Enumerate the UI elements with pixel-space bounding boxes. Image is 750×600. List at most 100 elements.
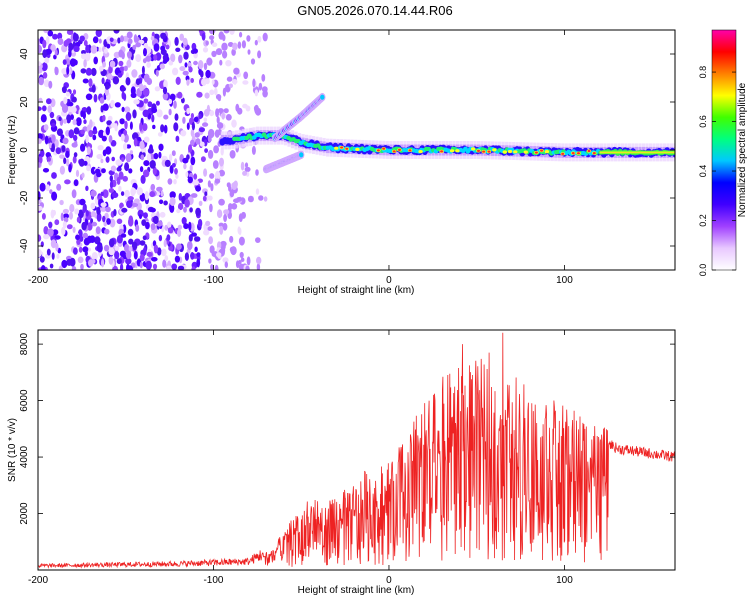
noise-speckle bbox=[62, 118, 68, 124]
noise-speckle bbox=[42, 39, 47, 49]
noise-speckle bbox=[122, 175, 128, 182]
noise-speckle bbox=[45, 184, 50, 192]
noise-speckle bbox=[229, 30, 235, 35]
noise-speckle bbox=[139, 261, 143, 269]
noise-speckle bbox=[150, 183, 156, 191]
noise-speckle bbox=[71, 96, 77, 103]
noise-speckle bbox=[61, 226, 66, 236]
noise-speckle bbox=[83, 59, 87, 68]
noise-speckle bbox=[139, 140, 145, 150]
carrier-hotspot bbox=[376, 149, 380, 152]
noise-speckle bbox=[190, 139, 195, 146]
noise-speckle bbox=[242, 80, 249, 85]
noise-speckle bbox=[175, 47, 181, 52]
noise-speckle bbox=[220, 147, 224, 156]
noise-speckle bbox=[143, 73, 150, 83]
carrier-hotspot bbox=[571, 152, 575, 155]
noise-speckle bbox=[76, 216, 81, 223]
noise-speckle bbox=[262, 32, 268, 42]
noise-speckle bbox=[258, 195, 264, 201]
noise-speckle bbox=[102, 103, 109, 111]
noise-speckle bbox=[142, 36, 148, 43]
noise-speckle bbox=[105, 156, 110, 163]
carrier-hotspot bbox=[355, 147, 360, 151]
noise-speckle bbox=[162, 259, 167, 268]
noise-speckle bbox=[123, 129, 128, 136]
noise-speckle bbox=[151, 107, 158, 114]
y-tick-label: 0 bbox=[19, 147, 30, 153]
noise-speckle bbox=[126, 144, 132, 149]
noise-speckle bbox=[133, 137, 138, 147]
noise-speckle bbox=[145, 46, 152, 54]
noise-speckle bbox=[114, 251, 120, 260]
snr-frame bbox=[37, 329, 676, 571]
noise-speckle bbox=[65, 150, 70, 158]
noise-speckle bbox=[188, 224, 192, 231]
noise-speckle bbox=[157, 132, 163, 137]
noise-speckle bbox=[216, 252, 222, 258]
noise-speckle bbox=[221, 42, 228, 51]
noise-speckle bbox=[152, 166, 157, 176]
noise-speckle bbox=[114, 102, 121, 108]
y-tick-label: -20 bbox=[19, 190, 30, 205]
noise-speckle bbox=[126, 200, 133, 209]
noise-speckle bbox=[38, 234, 42, 242]
noise-speckle bbox=[177, 224, 183, 230]
noise-speckle bbox=[90, 211, 97, 218]
noise-speckle bbox=[110, 99, 115, 108]
noise-speckle bbox=[163, 114, 169, 120]
snr-series-line bbox=[38, 332, 675, 569]
noise-speckle bbox=[186, 122, 190, 130]
noise-speckle bbox=[254, 237, 261, 244]
noise-speckle bbox=[231, 48, 236, 56]
noise-speckle bbox=[152, 124, 156, 130]
noise-speckle bbox=[257, 35, 262, 43]
noise-speckle bbox=[38, 138, 42, 144]
y-tick-label: 20 bbox=[19, 96, 30, 108]
carrier-hotspot bbox=[455, 149, 460, 153]
noise-speckle bbox=[203, 117, 208, 123]
noise-speckle bbox=[182, 70, 189, 76]
noise-speckle bbox=[93, 56, 98, 65]
noise-speckle bbox=[41, 213, 46, 220]
noise-speckle bbox=[108, 188, 115, 193]
noise-speckle bbox=[108, 135, 113, 143]
x-tick-label: -100 bbox=[203, 275, 223, 286]
noise-speckle bbox=[241, 40, 246, 49]
noise-speckle bbox=[88, 78, 93, 87]
x-tick-label: -200 bbox=[28, 275, 48, 286]
snr-panel: -200 -100 0 100 2000 4000 6000 8000 Height of … bbox=[7, 329, 676, 596]
noise-speckle bbox=[190, 252, 195, 260]
noise-speckle bbox=[133, 34, 138, 43]
noise-speckle bbox=[143, 42, 149, 49]
noise-speckle bbox=[72, 89, 77, 95]
noise-speckle bbox=[153, 54, 158, 61]
noise-speckle bbox=[177, 265, 185, 270]
noise-speckle bbox=[77, 256, 84, 264]
noise-speckle bbox=[153, 43, 160, 52]
noise-speckle bbox=[42, 168, 50, 173]
noise-speckle bbox=[105, 83, 110, 90]
noise-speckle bbox=[49, 189, 53, 195]
noise-speckle bbox=[81, 50, 86, 55]
noise-speckle bbox=[258, 82, 263, 91]
noise-speckle bbox=[173, 179, 177, 185]
noise-speckle bbox=[98, 38, 102, 44]
noise-speckle bbox=[109, 180, 114, 189]
noise-speckle bbox=[116, 234, 123, 244]
noise-speckle bbox=[125, 258, 132, 265]
noise-speckle bbox=[131, 241, 138, 251]
noise-speckle bbox=[146, 153, 151, 162]
noise-speckle bbox=[223, 108, 229, 114]
noise-speckle bbox=[42, 72, 48, 79]
noise-speckle bbox=[208, 236, 214, 245]
noise-speckle bbox=[110, 122, 117, 128]
carrier-hotspot bbox=[523, 150, 528, 154]
noise-speckle bbox=[238, 227, 242, 236]
noise-speckle bbox=[131, 69, 138, 78]
noise-speckle bbox=[59, 154, 65, 159]
noise-speckle bbox=[79, 158, 85, 167]
noise-speckle bbox=[127, 196, 134, 201]
noise-speckle bbox=[41, 62, 48, 72]
noise-speckle bbox=[145, 260, 152, 270]
